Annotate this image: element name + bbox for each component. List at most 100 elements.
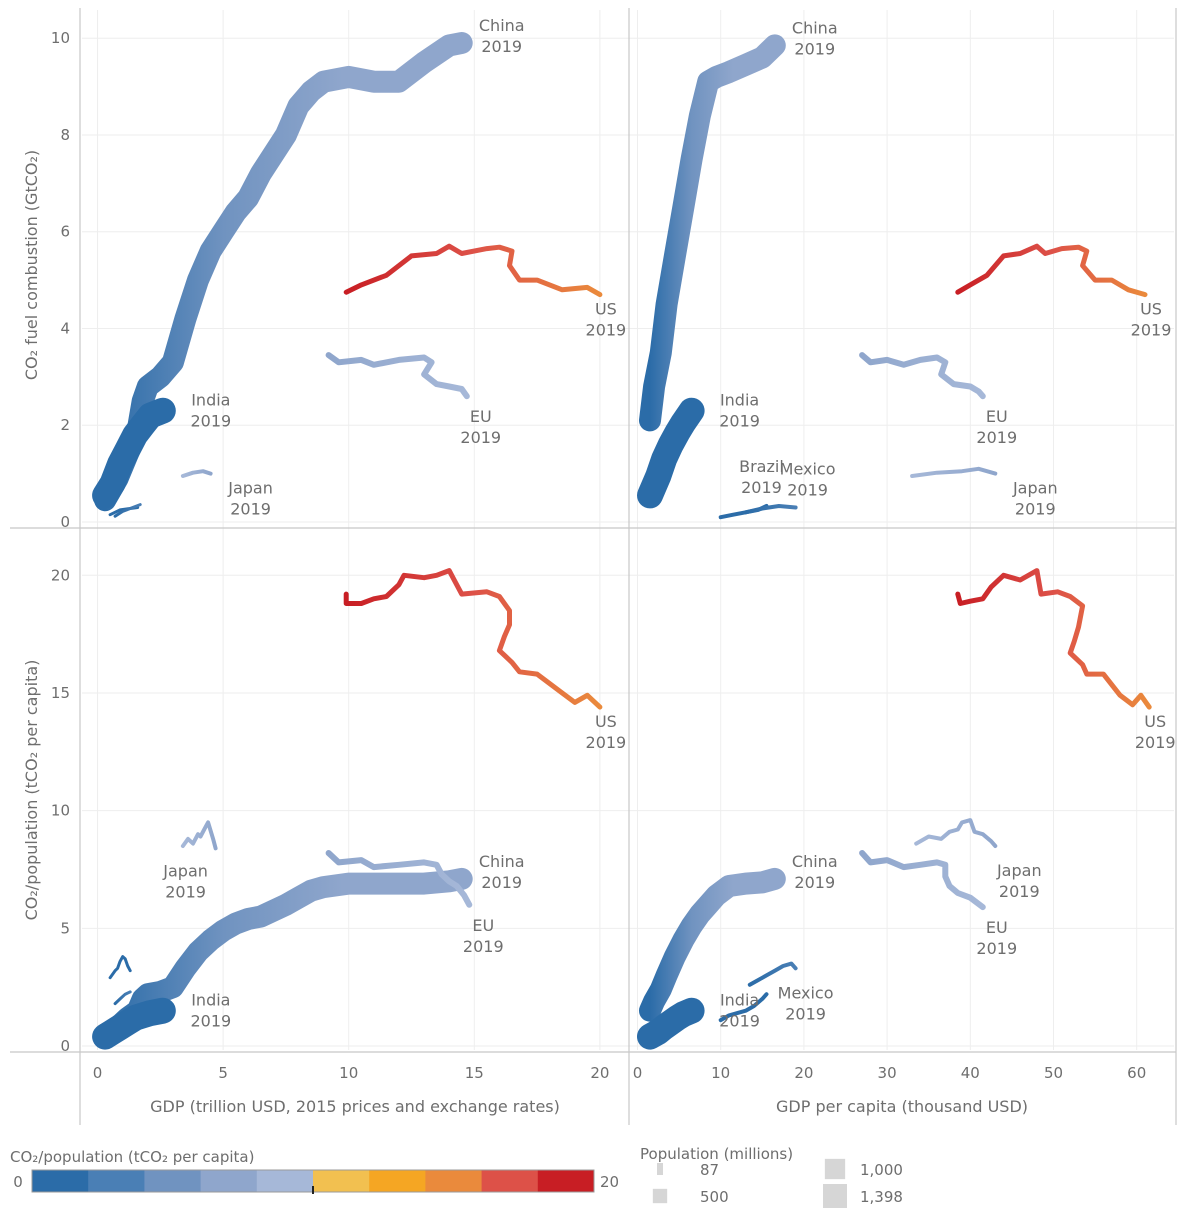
panel-total-vs-gdp (92, 32, 603, 518)
size-legend-title: Population (millions) (640, 1145, 793, 1163)
series-label-china: China (792, 18, 838, 37)
series-layer (92, 32, 1152, 1050)
y-tick-label: 0 (60, 513, 70, 531)
series-label-japan: Japan (996, 861, 1042, 880)
series-label-eu: EU (986, 407, 1008, 426)
series-year-china: 2019 (794, 39, 835, 58)
series-line-brazil (108, 955, 132, 980)
series-label-us: US (595, 712, 617, 731)
series-year-china: 2019 (794, 873, 835, 892)
color-legend-title: CO₂/population (tCO₂ per capita) (10, 1148, 254, 1166)
panel-percapita-vs-gdp (92, 568, 603, 1050)
x-axis-label-right: GDP per capita (thousand USD) (776, 1097, 1028, 1116)
series-label-eu: EU (472, 916, 494, 935)
series-year-china: 2019 (481, 37, 522, 56)
y-tick-label: 8 (60, 126, 70, 144)
size-legend-label: 1,000 (860, 1161, 903, 1179)
series-label-us: US (1144, 712, 1166, 731)
series-label-india: India (720, 991, 759, 1010)
y-tick-label: 4 (60, 319, 70, 337)
y-axis-label-top: CO₂ fuel combustion (GtCO₂) (22, 150, 41, 380)
size-legend-label: 87 (700, 1161, 719, 1179)
series-year-japan: 2019 (1015, 500, 1056, 519)
series-line-china (639, 867, 786, 1022)
color-legend-swatch (32, 1170, 89, 1192)
color-legend-min: 0 (13, 1173, 23, 1191)
series-line-india (92, 397, 176, 509)
series-label-india: India (720, 391, 759, 410)
series-label-china: China (479, 852, 525, 871)
color-legend-swatch (256, 1170, 314, 1192)
y-tick-label: 5 (60, 919, 70, 937)
x-axis-label-left: GDP (trillion USD, 2015 prices and excha… (150, 1097, 560, 1116)
series-line-japan (910, 466, 998, 478)
annotation-layer: China 2019 India 2019 US 2019 EU 2019 Japan 2019 C… (162, 16, 1175, 1031)
color-legend-swatch (537, 1170, 595, 1192)
series-line-mexico (747, 961, 798, 987)
size-legend: Population (millions) 87 500 1,000 1,398 (640, 1145, 903, 1208)
x-tick-label: 30 (878, 1064, 897, 1082)
size-legend-label: 1,398 (860, 1188, 903, 1206)
series-line-us (955, 568, 1152, 710)
color-legend-swatch (88, 1170, 145, 1192)
color-legend-swatch (200, 1170, 258, 1192)
series-line-india (637, 997, 705, 1050)
series-year-india: 2019 (190, 1012, 231, 1031)
series-year-us: 2019 (586, 733, 627, 752)
size-legend-swatch (657, 1163, 663, 1175)
x-tick-label: 50 (1044, 1064, 1063, 1082)
y-tick-label: 10 (51, 802, 70, 820)
series-year-eu: 2019 (460, 428, 501, 447)
y-tick-label: 2 (60, 416, 70, 434)
series-line-india (92, 997, 176, 1050)
series-year-india: 2019 (719, 412, 760, 431)
size-legend-items: 87 500 1,000 1,398 (652, 1158, 903, 1208)
series-year-eu: 2019 (463, 937, 504, 956)
size-legend-swatch (823, 1184, 847, 1208)
color-legend-swatch (481, 1170, 539, 1192)
color-legend-swatch (369, 1170, 426, 1192)
series-label-japan: Japan (1012, 479, 1058, 498)
series-line-eu (859, 850, 986, 911)
y-tick-label: 10 (51, 29, 70, 47)
color-legend: CO₂/population (tCO₂ per capita) 0 20 (10, 1148, 619, 1194)
series-label-mexico: Mexico (778, 983, 834, 1002)
series-year-india: 2019 (190, 412, 231, 431)
series-line-brazil (718, 992, 769, 1023)
series-year-china: 2019 (481, 873, 522, 892)
x-tick-label: 10 (339, 1064, 358, 1082)
color-legend-swatch (425, 1170, 483, 1192)
series-line-us (955, 243, 1148, 298)
series-year-mexico: 2019 (787, 480, 828, 499)
x-tick-label: 10 (711, 1064, 730, 1082)
size-legend-label: 500 (700, 1188, 729, 1206)
series-year-us: 2019 (586, 321, 627, 340)
series-label-china: China (792, 852, 838, 871)
series-line-mexico (743, 504, 798, 515)
color-legend-bar (31, 1169, 595, 1194)
panel-frame (10, 8, 1177, 1125)
x-tick-label: 20 (590, 1064, 609, 1082)
size-legend-swatch (824, 1158, 846, 1180)
y-tick-label: 20 (51, 566, 70, 584)
series-label-mexico: Mexico (780, 459, 836, 478)
series-year-india: 2019 (719, 1012, 760, 1031)
series-label-eu: EU (986, 918, 1008, 937)
series-line-japan (180, 820, 218, 851)
series-line-japan (180, 469, 213, 478)
series-line-eu (859, 352, 986, 400)
series-label-japan: Japan (227, 479, 273, 498)
series-year-us: 2019 (1131, 321, 1172, 340)
x-tick-label: 40 (961, 1064, 980, 1082)
series-line-mexico (113, 503, 142, 518)
panel-total-vs-gdp-per-capita (637, 34, 1148, 520)
series-year-japan: 2019 (999, 882, 1040, 901)
series-label-brazil: Brazil (739, 457, 784, 476)
series-line-mexico (113, 990, 132, 1006)
color-legend-swatch (313, 1170, 370, 1192)
series-label-india: India (191, 991, 230, 1010)
series-line-us (343, 243, 603, 298)
x-tick-label: 60 (1127, 1064, 1146, 1082)
tick-layer: 0 2 4 6 8 10 0 5 10 15 20 0 5 10 15 20 0 10 20 30 40 50 60 (51, 29, 1146, 1082)
